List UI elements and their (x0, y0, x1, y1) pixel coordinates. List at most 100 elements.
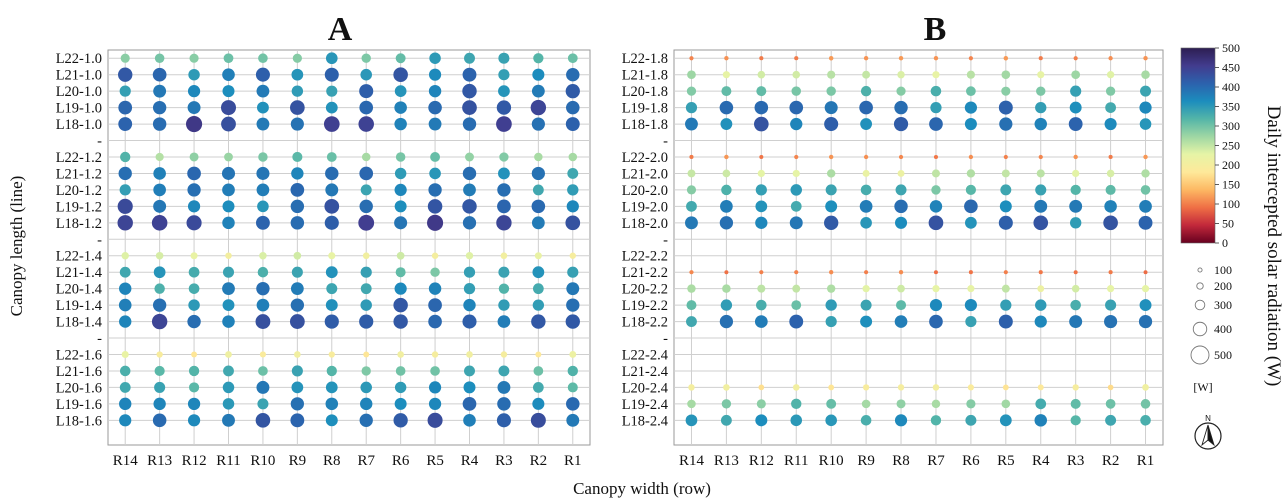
data-point (1104, 117, 1117, 131)
data-point (324, 67, 339, 82)
data-point (360, 68, 372, 81)
data-point (361, 53, 371, 63)
data-point (722, 71, 730, 79)
data-point (393, 314, 408, 329)
data-point (156, 351, 163, 358)
data-point (496, 413, 511, 428)
data-point (326, 152, 337, 162)
data-point (1108, 56, 1113, 61)
x-tick-label: R2 (530, 453, 548, 469)
data-point (1104, 314, 1118, 329)
data-point (862, 384, 870, 391)
data-point (860, 217, 872, 229)
data-point (188, 68, 200, 81)
data-point (792, 70, 801, 79)
data-point (121, 350, 129, 359)
data-point (724, 154, 729, 160)
data-point (929, 314, 943, 329)
x-tick-label: R12 (182, 453, 207, 469)
data-point (324, 215, 339, 230)
y-tick-label: L20-1.0 (56, 84, 102, 100)
data-point (325, 52, 338, 65)
data-point (720, 299, 733, 311)
data-point (966, 70, 975, 79)
data-point (794, 270, 799, 275)
data-point (462, 117, 477, 131)
data-point (929, 299, 943, 312)
data-point (431, 252, 439, 259)
data-point (222, 216, 235, 230)
data-point (565, 84, 580, 99)
data-point (895, 184, 907, 196)
data-point (829, 270, 834, 275)
y-tick-label: L18-2.0 (622, 216, 668, 232)
x-tick-label: R9 (857, 453, 875, 469)
data-point (222, 398, 235, 410)
data-point (1034, 315, 1047, 328)
data-point (185, 115, 203, 133)
data-point (534, 152, 543, 162)
x-tick-label: R4 (1032, 453, 1050, 469)
data-point (117, 215, 133, 231)
data-point (1036, 169, 1045, 178)
data-point (1069, 217, 1082, 229)
size-legend-circle (1192, 321, 1208, 337)
data-point (568, 152, 578, 162)
data-point (188, 299, 200, 311)
data-point (931, 169, 940, 178)
data-point (462, 216, 477, 230)
colorbar-tick-label: 350 (1222, 100, 1240, 114)
x-tick-label: R1 (564, 453, 582, 469)
data-point (224, 152, 233, 162)
data-point (428, 282, 442, 295)
size-legend-circle (1196, 282, 1204, 290)
data-point (396, 251, 405, 260)
data-point (759, 56, 764, 61)
data-point (187, 183, 201, 197)
data-point (998, 314, 1013, 329)
data-point (394, 167, 407, 180)
data-point (1070, 85, 1082, 97)
data-point (791, 398, 802, 410)
data-point (358, 214, 375, 231)
data-point (1070, 415, 1081, 426)
data-point (827, 70, 836, 79)
data-point (1034, 414, 1047, 427)
y-tick-label: L19-2.0 (622, 199, 668, 215)
data-point (258, 53, 268, 64)
data-point (291, 365, 303, 377)
data-point (567, 382, 578, 393)
data-point (685, 414, 698, 427)
data-point (363, 351, 370, 358)
data-point (532, 283, 544, 295)
data-point (259, 351, 267, 358)
data-point (463, 298, 476, 312)
data-point (1072, 384, 1079, 391)
data-point (685, 117, 698, 131)
data-point (427, 199, 443, 214)
data-point (394, 183, 407, 197)
x-tick-label: R8 (892, 453, 910, 469)
data-point (794, 154, 799, 160)
data-point (824, 117, 839, 132)
data-point (395, 53, 406, 64)
data-point (687, 399, 696, 409)
data-point (931, 399, 941, 409)
colorbar-tick-label: 100 (1222, 197, 1240, 211)
data-point (220, 100, 237, 116)
data-point (721, 399, 732, 409)
data-point (755, 200, 768, 213)
x-tick-label: R10 (819, 453, 844, 469)
data-point (360, 397, 373, 411)
x-tick-label: R4 (461, 453, 479, 469)
data-point (1141, 285, 1150, 293)
data-point (1139, 299, 1152, 312)
data-point (566, 200, 579, 213)
data-point (721, 86, 732, 97)
data-point (1071, 284, 1080, 293)
data-point (362, 252, 370, 260)
size-legend-label: 300 (1214, 298, 1232, 312)
data-point (1103, 215, 1118, 231)
data-point (1073, 154, 1078, 160)
data-point (430, 152, 441, 162)
